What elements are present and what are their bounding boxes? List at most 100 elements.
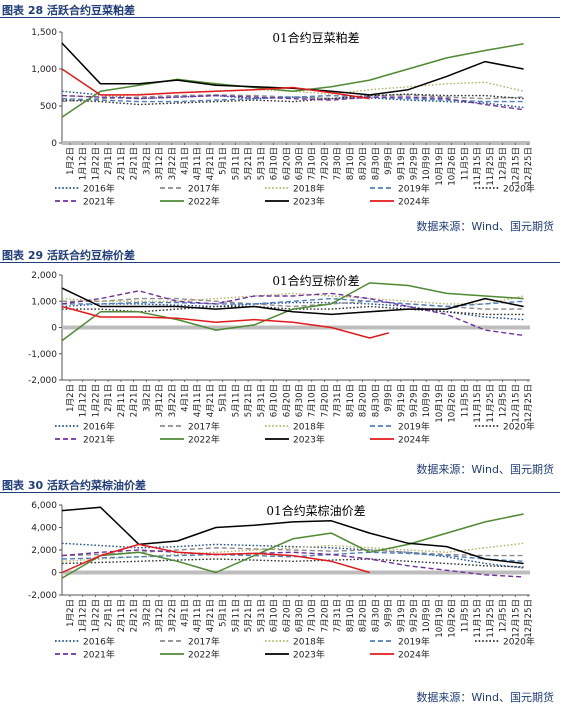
zero-band bbox=[62, 325, 530, 330]
chart-title: 01合约豆菜粕差 bbox=[272, 30, 359, 45]
legend-label: 2016年 bbox=[83, 636, 115, 648]
series-line-2021年 bbox=[61, 94, 524, 111]
legend-label: 2020年 bbox=[503, 421, 535, 433]
x-tick-label: 12月15日 bbox=[511, 384, 521, 423]
legend-label: 2021年 bbox=[83, 196, 115, 208]
x-tick-label: 9月29日 bbox=[410, 147, 420, 180]
x-tick-label: 5月21日 bbox=[244, 147, 254, 180]
series-line-2019年 bbox=[61, 94, 524, 103]
x-tick-label: 8月10日 bbox=[346, 384, 356, 417]
chart-panel-2: 图表 29 活跃合约豆棕价差 -2,000 -1,000 0 1,000 2,000 1月… bbox=[0, 235, 566, 476]
x-tick-label: 6月30日 bbox=[295, 599, 305, 632]
legend-label: 2017年 bbox=[188, 421, 220, 433]
x-tick-label: 1月22日 bbox=[91, 599, 101, 632]
x-tick-label: 5月1日 bbox=[219, 384, 229, 412]
x-tick-label: 11月15日 bbox=[473, 599, 483, 638]
x-tick-label: 6月20日 bbox=[282, 384, 292, 417]
x-tick-label: 12月15日 bbox=[511, 147, 521, 186]
x-tick-label: 12月25日 bbox=[524, 147, 534, 186]
x-tick-label: 8月30日 bbox=[371, 599, 381, 632]
x-tick-label: 5月21日 bbox=[244, 599, 254, 632]
x-tick-label: 2月11日 bbox=[117, 599, 127, 632]
x-tick-label: 8月10日 bbox=[346, 599, 356, 632]
x-tick-label: 5月1日 bbox=[219, 599, 229, 627]
chart-title: 01合约菜棕油价差 bbox=[266, 503, 365, 518]
x-tick-label: 1月12日 bbox=[79, 147, 89, 180]
x-tick-label: 9月9日 bbox=[384, 147, 394, 175]
series-line-2016年 bbox=[61, 542, 524, 569]
x-tick-label: 7月31日 bbox=[333, 384, 343, 417]
x-tick-label: 1月22日 bbox=[91, 147, 101, 180]
x-tick-label: 12月5日 bbox=[499, 599, 509, 632]
x-tick-label: 1月12日 bbox=[79, 384, 89, 417]
chart-panel-3: 图表 30 活跃合约菜棕油价差 -2,000 0 2,000 4,000 6,000 1月… bbox=[0, 470, 566, 706]
x-tick-label: 8月10日 bbox=[346, 147, 356, 180]
chart-3: -2,000 0 2,000 4,000 6,000 1月2日 1月12日 1月22日 2月1日… bbox=[28, 501, 535, 661]
x-tick-label: 2月11日 bbox=[117, 147, 127, 180]
series-line-2022年 bbox=[61, 43, 524, 118]
x-tick-label: 7月20日 bbox=[320, 147, 330, 180]
chart-title: 01合约豆棕价差 bbox=[272, 273, 359, 288]
x-tick-label: 7月20日 bbox=[320, 599, 330, 632]
legend-label: 2022年 bbox=[188, 649, 220, 661]
x-tick-label: 11月5日 bbox=[460, 147, 470, 180]
x-tick-label: 9月29日 bbox=[410, 599, 420, 632]
x-tick-label: 12月15日 bbox=[511, 599, 521, 638]
zero-band bbox=[62, 570, 530, 575]
x-tick-label: 11月25日 bbox=[486, 384, 496, 423]
x-tick-label: 7月31日 bbox=[333, 599, 343, 632]
legend-label: 2020年 bbox=[503, 636, 535, 648]
x-tick-label: 4月1日 bbox=[181, 384, 191, 412]
x-tick-label: 7月10日 bbox=[308, 147, 318, 180]
x-tick-label: 1月2日 bbox=[66, 147, 76, 175]
x-tick-label: 6月30日 bbox=[295, 147, 305, 180]
x-tick-label: 11月15日 bbox=[473, 384, 483, 423]
x-tick-label: 7月30日 bbox=[333, 147, 343, 180]
x-tick-label: 3月12日 bbox=[155, 599, 165, 632]
y-tick-label: 4,000 bbox=[31, 524, 57, 534]
source-note: 数据来源：Wind、国元期货 bbox=[416, 691, 554, 704]
x-tick-label: 6月30日 bbox=[295, 384, 305, 417]
legend-label: 2019年 bbox=[398, 421, 430, 433]
x-tick-label: 10月9日 bbox=[422, 147, 432, 180]
legend-label: 2018年 bbox=[293, 636, 325, 648]
x-tick-label: 5月11日 bbox=[231, 384, 241, 417]
y-tick-label: 0 bbox=[51, 324, 57, 334]
legend-label: 2016年 bbox=[83, 183, 115, 195]
source-note: 数据来源：Wind、国元期货 bbox=[416, 463, 554, 476]
series-line-2019年 bbox=[61, 551, 524, 562]
series-line-2021年 bbox=[61, 549, 524, 578]
series-line-2022年 bbox=[61, 513, 524, 579]
y-tick-label: 1,000 bbox=[31, 65, 57, 75]
x-tick-label: 3月12日 bbox=[155, 147, 165, 180]
x-tick-label: 2月1日 bbox=[104, 384, 114, 412]
legend-label: 2023年 bbox=[293, 434, 325, 446]
x-tick-label: 6月10日 bbox=[270, 384, 280, 417]
legend-label: 2018年 bbox=[293, 421, 325, 433]
y-tick-label: 1,000 bbox=[31, 297, 57, 307]
x-tick-label: 8月20日 bbox=[359, 147, 369, 180]
x-tick-label: 4月21日 bbox=[206, 384, 216, 417]
x-tick-label: 12月5日 bbox=[499, 384, 509, 417]
y-tick-label: 0 bbox=[51, 569, 57, 579]
x-tick-label: 8月30日 bbox=[371, 147, 381, 180]
series-line-2019年 bbox=[62, 297, 524, 308]
x-tick-label: 5月21日 bbox=[244, 384, 254, 417]
x-tick-label: 4月11日 bbox=[193, 147, 203, 180]
x-tick-label: 9月19日 bbox=[397, 599, 407, 632]
x-tick-label: 10月26日 bbox=[448, 147, 458, 186]
x-tick-label: 10月19日 bbox=[435, 384, 445, 423]
x-tick-label: 10月9日 bbox=[422, 599, 432, 632]
x-tick-label: 12月25日 bbox=[524, 384, 534, 423]
x-tick-label: 6月10日 bbox=[270, 599, 280, 632]
legend-label: 2017年 bbox=[188, 183, 220, 195]
x-tick-label: 8月20日 bbox=[359, 599, 369, 632]
x-tick-label: 7月10日 bbox=[308, 384, 318, 417]
y-tick-label: 500 bbox=[40, 102, 57, 112]
x-tick-label: 5月11日 bbox=[231, 599, 241, 632]
x-tick-label: 1月22日 bbox=[91, 384, 101, 417]
series-line-2023年 bbox=[61, 287, 524, 316]
x-tick-label: 5月1日 bbox=[219, 147, 229, 175]
x-tick-label: 2月21日 bbox=[130, 384, 140, 417]
